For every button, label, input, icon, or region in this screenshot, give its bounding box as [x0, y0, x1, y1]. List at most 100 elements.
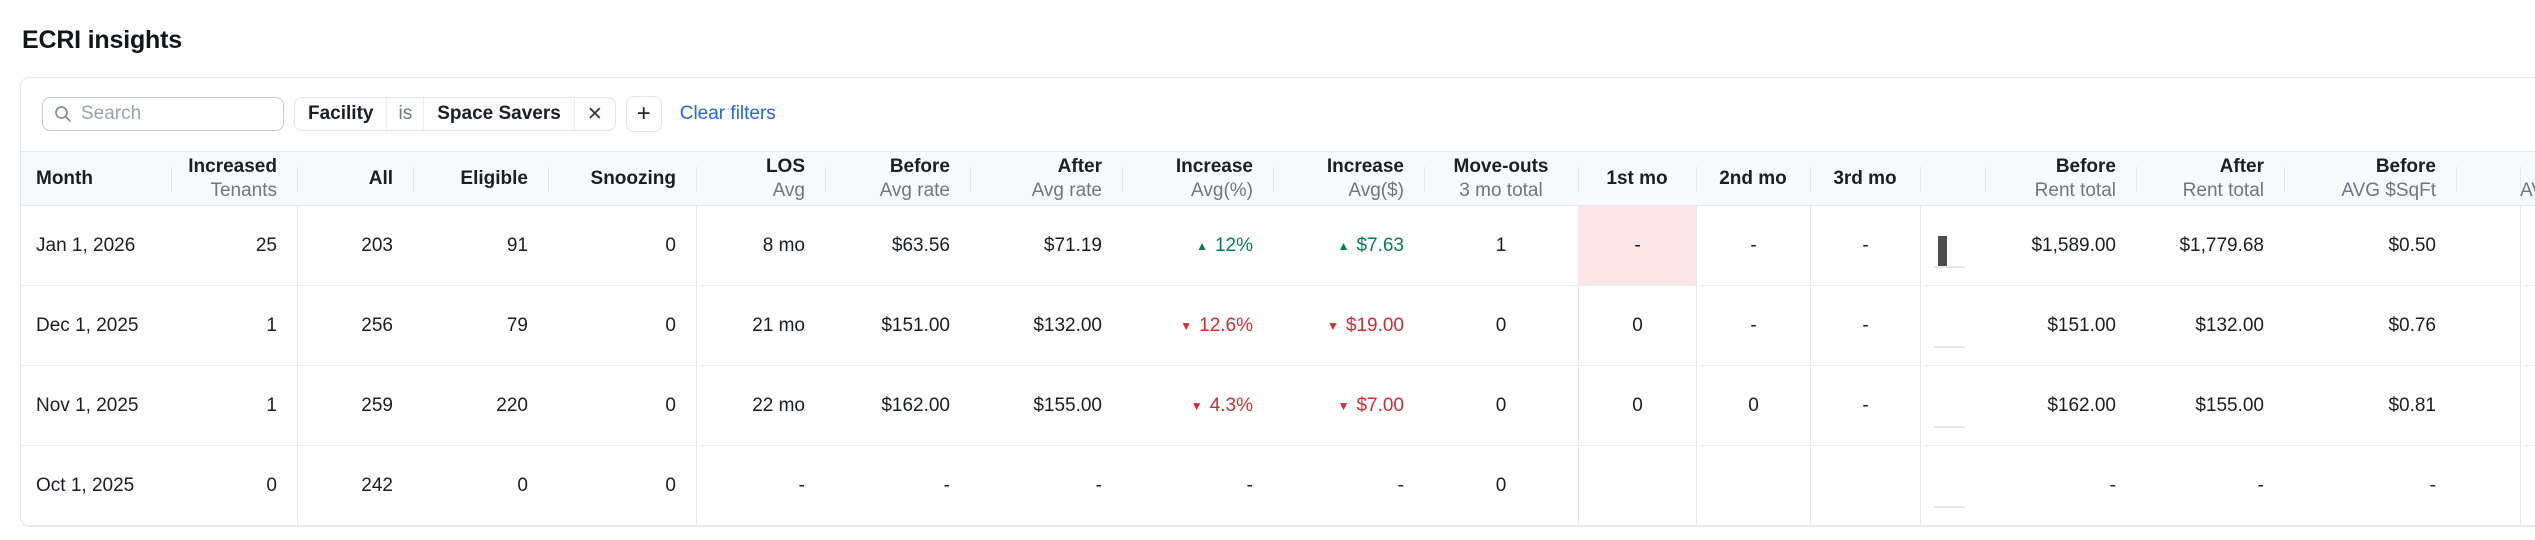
cell-after-rent-total: $155.00 — [2195, 394, 2264, 416]
trend-value: $7.00 — [1356, 394, 1404, 416]
search-box — [42, 97, 284, 131]
header-cell-third-mo[interactable]: 3rd mo — [1810, 152, 1920, 205]
trend-value: $19.00 — [1345, 314, 1404, 336]
cell-second-mo: - — [1696, 286, 1810, 365]
cell-after-rent-total: - — [2257, 474, 2264, 496]
cell-before-avg-rate: $151.00 — [881, 314, 950, 336]
cell-after-avg-rate: $132.00 — [1033, 314, 1102, 336]
trend-value: 12% — [1214, 234, 1253, 256]
filter-value-label[interactable]: Space Savers — [423, 98, 574, 130]
cell-all: 242 — [297, 446, 413, 525]
cell-all: 256 — [297, 286, 413, 365]
clear-filters-link[interactable]: Clear filters — [679, 103, 776, 124]
trend-icon — [1180, 320, 1192, 332]
mini-bar-chart — [1934, 394, 1965, 428]
header-cell-before-rent-total[interactable]: Before Rent total — [1985, 152, 2136, 205]
cell-increase-avg-pct: - — [1122, 446, 1273, 525]
header-cell-all[interactable]: All — [297, 152, 413, 205]
cell-before-avg-sqft: $0.76 — [2388, 314, 2436, 336]
table-row[interactable]: Dec 1, 2025 1 256 79 0 21 mo $151.00 $13… — [21, 286, 2535, 366]
cell-before-rent-total: - — [2109, 474, 2116, 496]
cell-move-outs: 1 — [1495, 234, 1507, 256]
cell-month: Jan 1, 2026 — [36, 234, 136, 256]
cell-move-outs: 0 — [1495, 474, 1507, 496]
cell-increase-avg-usd: $19.00 — [1273, 286, 1424, 365]
insights-table: Month Increased Tenants All Eligible Snoo… — [21, 151, 2535, 526]
header-cell-increased-tenants[interactable]: Increased Tenants — [171, 152, 297, 205]
filter-operator-label[interactable]: is — [386, 98, 423, 130]
header-cell-after-rent-total[interactable]: After Rent total — [2136, 152, 2284, 205]
trend-value: 4.3% — [1209, 394, 1253, 416]
header-cell-second-mo[interactable]: 2nd mo — [1696, 152, 1810, 205]
mini-bar-chart — [1934, 234, 1965, 268]
header-cell-month[interactable]: Month — [36, 167, 93, 189]
cell-snoozing: 0 — [665, 474, 676, 496]
header-cell-before-avg-rate[interactable]: Before Avg rate — [825, 152, 970, 205]
trend-icon — [1191, 400, 1203, 412]
cell-all: 259 — [297, 366, 413, 445]
trend-icon — [1338, 400, 1350, 412]
cell-third-mo: - — [1810, 366, 1920, 445]
ecri-insights-card: Facility is Space Savers ✕ + Clear filte… — [20, 77, 2535, 527]
cell-first-mo: 0 — [1578, 286, 1696, 365]
search-input[interactable] — [42, 97, 284, 131]
trend-value: - — [1246, 474, 1253, 496]
cell-first-mo: 0 — [1578, 366, 1696, 445]
cell-third-mo — [1810, 446, 1920, 525]
cell-snoozing: 0 — [665, 394, 676, 416]
cell-increased-tenants: 1 — [266, 394, 277, 416]
header-cell-snoozing[interactable]: Snoozing — [548, 152, 696, 205]
header-cell-increase-avg-usd[interactable]: Increase Avg($) — [1273, 152, 1424, 205]
cell-before-avg-rate: - — [943, 474, 950, 496]
cell-eligible: 0 — [517, 474, 528, 496]
table-row[interactable]: Jan 1, 2026 25 203 91 0 8 mo $63.56 $71.… — [21, 206, 2535, 286]
header-cell-eligible[interactable]: Eligible — [413, 152, 548, 205]
cell-third-mo: - — [1810, 206, 1920, 285]
header-cell-move-outs[interactable]: Move-outs 3 mo total — [1424, 152, 1578, 205]
trend-icon — [1338, 240, 1350, 252]
cell-increase-avg-usd: - — [1273, 446, 1424, 525]
header-cell-first-mo[interactable]: 1st mo — [1578, 152, 1696, 205]
cell-los-avg: 22 mo — [696, 366, 825, 445]
table-row[interactable]: Oct 1, 2025 0 242 0 0 - - - - - 0 - - - — [21, 446, 2535, 526]
remove-filter-button[interactable]: ✕ — [573, 98, 615, 130]
cell-before-rent-total: $162.00 — [2047, 394, 2116, 416]
header-cell-spacer — [2456, 152, 2520, 205]
cell-trend-chart — [1920, 206, 1985, 285]
cell-trend-chart — [1920, 446, 1985, 525]
cell-los-avg: 8 mo — [696, 206, 825, 285]
cell-los-avg: - — [696, 446, 825, 525]
table-row[interactable]: Nov 1, 2025 1 259 220 0 22 mo $162.00 $1… — [21, 366, 2535, 446]
mini-bar-chart — [1934, 474, 1965, 508]
cell-move-outs: 0 — [1495, 394, 1507, 416]
header-cell-increase-avg-pct[interactable]: Increase Avg(%) — [1122, 152, 1273, 205]
cell-after-rent-total: $132.00 — [2195, 314, 2264, 336]
cell-before-avg-sqft: $0.50 — [2388, 234, 2436, 256]
trend-value: - — [1397, 474, 1404, 496]
cell-spacer — [2456, 446, 2520, 525]
cell-before-avg-rate: $63.56 — [891, 234, 950, 256]
table-header: Month Increased Tenants All Eligible Snoo… — [21, 151, 2535, 206]
header-cell-before-avg-sqft[interactable]: Before AVG $SqFt — [2284, 152, 2456, 205]
cell-before-avg-sqft: - — [2429, 474, 2436, 496]
header-cell-los-avg[interactable]: LOS Avg — [696, 152, 825, 205]
cell-spacer — [2456, 206, 2520, 285]
cell-after-avg-sqft — [2520, 366, 2535, 445]
add-filter-button[interactable]: + — [625, 96, 662, 132]
header-cell-after-avg-sqft[interactable]: AfterAVG $SqFt — [2520, 152, 2535, 205]
cell-third-mo: - — [1810, 286, 1920, 365]
cell-increase-avg-usd: $7.63 — [1273, 206, 1424, 285]
cell-before-rent-total: $1,589.00 — [2031, 234, 2116, 256]
filter-field-label[interactable]: Facility — [308, 103, 374, 124]
trend-value: 12.6% — [1199, 314, 1253, 336]
cell-second-mo — [1696, 446, 1810, 525]
cell-eligible: 79 — [506, 314, 528, 336]
cell-increase-avg-pct: 12% — [1122, 206, 1273, 285]
mini-bar-chart — [1934, 314, 1965, 348]
cell-before-rent-total: $151.00 — [2047, 314, 2116, 336]
filter-chip: Facility is Space Savers ✕ — [294, 97, 616, 131]
cell-after-avg-sqft — [2520, 446, 2535, 525]
header-cell-after-avg-rate[interactable]: After Avg rate — [970, 152, 1122, 205]
close-icon: ✕ — [586, 103, 603, 125]
cell-increase-avg-usd: $7.00 — [1273, 366, 1424, 445]
